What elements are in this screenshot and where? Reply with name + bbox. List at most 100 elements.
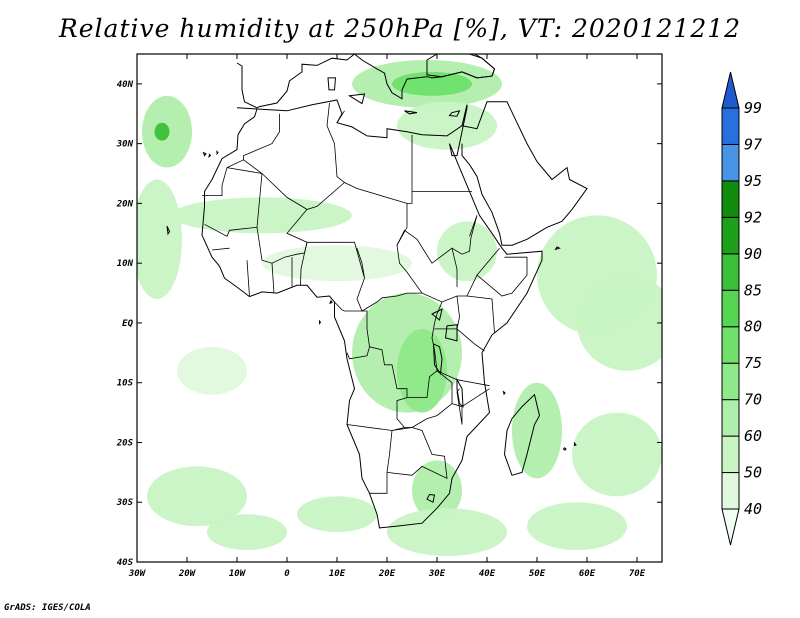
humidity-region (392, 71, 472, 96)
country-border (271, 263, 275, 294)
lon-tick-label: 0 (284, 569, 290, 579)
country-border (243, 113, 345, 210)
island-outline (208, 153, 212, 159)
colorbar-label: 60 (744, 427, 762, 445)
island-outline (448, 110, 461, 117)
colorbar-label: 95 (744, 172, 762, 190)
island-outline (348, 93, 366, 105)
colorbar-segment (721, 399, 740, 437)
colorbar-label: 85 (744, 281, 762, 299)
humidity-region (577, 275, 662, 371)
country-border (211, 247, 230, 251)
colorbar-segment (721, 472, 740, 510)
lon-tick-label: 20W (178, 569, 197, 579)
coastlines (166, 54, 588, 529)
country-border (326, 102, 413, 204)
island-outline (329, 299, 333, 304)
country-border (356, 277, 422, 312)
humidity-region (177, 346, 247, 395)
island-outline (554, 246, 561, 251)
country-borders (202, 102, 528, 494)
country-border (334, 301, 443, 398)
country-border (461, 388, 490, 407)
country-border (202, 159, 244, 196)
lat-tick-label: EQ (122, 319, 133, 329)
colorbar-segment (721, 253, 740, 291)
colorbar-label: 90 (744, 245, 762, 263)
colorbar-segment (721, 289, 740, 328)
lon-tick-label: 70E (629, 569, 646, 579)
lat-tick-label: 30S (116, 498, 134, 508)
lake-outline (444, 324, 458, 342)
humidity-region (262, 245, 412, 282)
arabia-coastline (461, 101, 588, 246)
island-outline (404, 110, 418, 115)
colorbar-segment (721, 216, 740, 255)
lake-outline (426, 493, 436, 503)
humidity-region (147, 466, 247, 527)
humidity-region (412, 460, 462, 521)
country-border (336, 110, 345, 123)
colorbar-segment (721, 326, 740, 364)
map-frame (136, 53, 663, 563)
humidity-region (437, 221, 497, 282)
island-outline (202, 151, 207, 157)
colorbar-label: 75 (744, 354, 762, 372)
humidity-region (387, 508, 507, 557)
humidity-region (137, 179, 182, 300)
colorbar-upper-arrow (721, 71, 740, 109)
map-title: Relative humidity at 250hPa [%], VT: 202… (58, 14, 742, 43)
country-border (246, 260, 250, 297)
island-outline (166, 225, 171, 236)
humidity-region (527, 502, 627, 551)
map-plot-area (136, 53, 663, 563)
lat-tick-label: 10S (117, 379, 134, 389)
colorbar-label: 99 (744, 99, 762, 117)
lon-tick-label: 20E (378, 569, 396, 579)
colorbar-label: 40 (744, 500, 762, 518)
humidity-region (154, 122, 170, 141)
lat-tick-label: 20N (116, 199, 134, 209)
humidity-region (297, 496, 377, 533)
colorbar-label: 50 (744, 464, 762, 482)
humidity-region (572, 412, 662, 497)
country-border (396, 397, 408, 428)
colorbar-segment (721, 107, 740, 145)
country-border (386, 427, 448, 479)
humidity-regions (137, 59, 662, 557)
humidity-region (172, 197, 352, 234)
country-border (411, 370, 453, 428)
country-border (436, 370, 490, 387)
country-border (346, 346, 370, 360)
grads-credit: GrADS: IGES/COLA (4, 603, 91, 613)
colorbar-label: 70 (744, 391, 762, 409)
colorbar-segment (721, 362, 740, 401)
humidity-region (207, 514, 287, 551)
country-border (456, 295, 460, 329)
country-border (451, 388, 463, 425)
colorbar-label: 97 (744, 135, 762, 153)
island-outline (327, 77, 337, 91)
black-sea-coastline (426, 54, 496, 79)
country-border (204, 167, 263, 237)
country-border (396, 229, 453, 264)
colorbar-lower-arrow (721, 508, 740, 546)
colorbar-segment (721, 143, 740, 182)
lat-tick-label: 40N (117, 80, 134, 90)
madagascar-coastline (503, 393, 541, 476)
island-outline (502, 390, 506, 396)
island-outline (574, 441, 577, 447)
humidity-region (397, 328, 447, 413)
lon-tick-label: 50E (529, 569, 546, 579)
humidity-region (512, 382, 562, 479)
lake-outline (432, 343, 443, 376)
colorbar-label: 92 (744, 208, 762, 226)
lake-outline (456, 377, 464, 408)
africa-coastline (201, 99, 543, 529)
lon-tick-label: 40E (479, 569, 496, 579)
lat-tick-label: 40S (117, 558, 134, 568)
colorbar-segment (721, 435, 740, 474)
colorbar-label: 80 (744, 318, 762, 336)
lon-tick-label: 10W (229, 569, 247, 579)
island-outline (216, 150, 219, 156)
